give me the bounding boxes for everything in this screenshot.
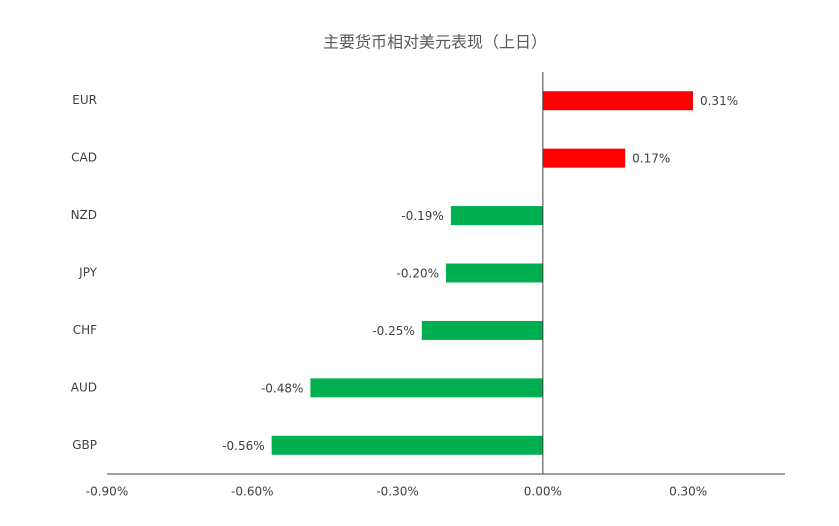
bar	[542, 91, 693, 111]
value-label: 0.17%	[632, 152, 670, 166]
bar	[271, 435, 543, 455]
y-tick-label: NZD	[71, 208, 97, 222]
x-tick-label: 0.30%	[669, 485, 707, 499]
bar	[450, 206, 543, 226]
value-label: -0.56%	[222, 439, 264, 453]
y-tick-label: CAD	[71, 151, 97, 165]
bar	[446, 263, 543, 283]
value-label: -0.25%	[372, 324, 414, 338]
y-tick-label: JPY	[78, 266, 98, 280]
value-label: -0.48%	[261, 381, 303, 395]
x-tick-label: -0.30%	[376, 485, 418, 499]
bar	[421, 320, 543, 340]
x-tick-label: 0.00%	[524, 485, 562, 499]
y-tick-label: AUD	[71, 380, 97, 394]
value-label: -0.20%	[397, 267, 439, 281]
y-tick-label: CHF	[73, 323, 97, 337]
value-label: -0.19%	[401, 209, 443, 223]
x-tick-label: -0.60%	[231, 485, 273, 499]
x-tick-label: -0.90%	[86, 485, 128, 499]
bar	[542, 148, 626, 168]
y-tick-label: EUR	[72, 93, 97, 107]
y-tick-label: GBP	[72, 438, 97, 452]
chart-title: 主要货币相对美元表现（上日）	[323, 33, 547, 52]
bar	[310, 378, 543, 398]
value-label: 0.31%	[700, 94, 738, 108]
